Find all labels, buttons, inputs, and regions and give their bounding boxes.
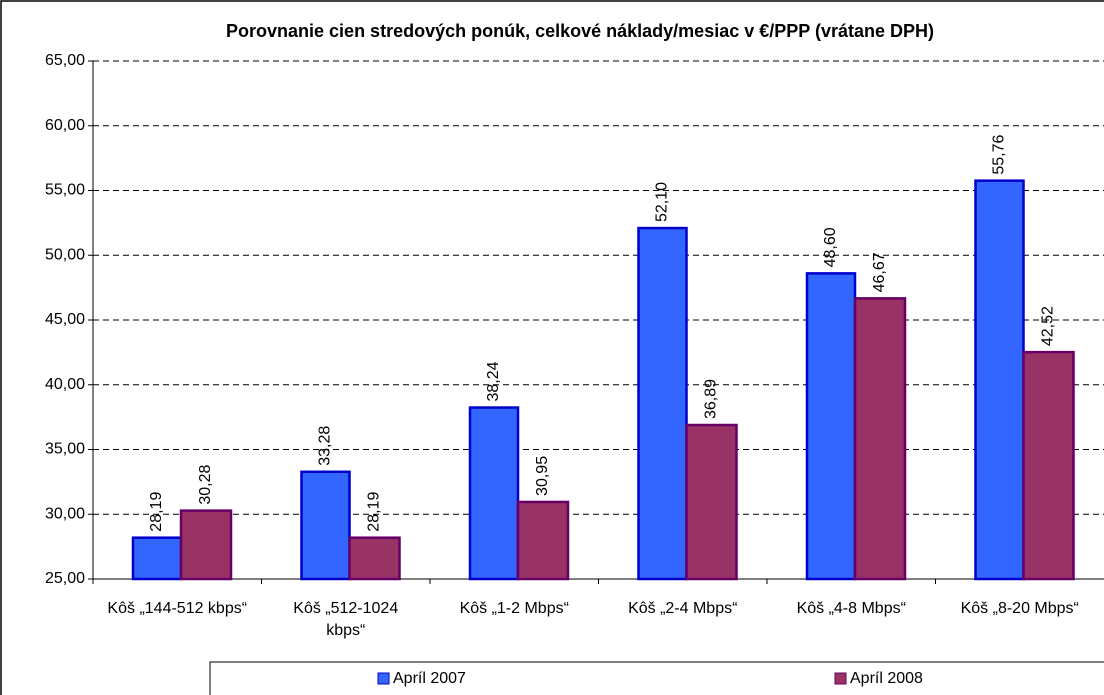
bar	[131, 536, 183, 581]
bar	[348, 536, 401, 581]
bar	[300, 470, 351, 581]
x-tick-label: Kôš „8-20 Mbps“	[960, 600, 1079, 617]
y-tick-label: 35,00	[45, 441, 85, 458]
y-tick-label: 60,00	[45, 117, 85, 134]
value-label: 38,24	[485, 361, 502, 401]
bar	[468, 406, 520, 581]
y-tick-label: 55,00	[45, 182, 85, 199]
bar	[1022, 350, 1075, 581]
legend-box	[209, 661, 1104, 695]
y-tick-label: 30,00	[45, 505, 85, 522]
y-tick-label: 40,00	[45, 376, 85, 393]
value-label: 55,76	[991, 135, 1008, 175]
x-tick-label: Kôš „1-2 Mbps“	[459, 600, 569, 617]
value-label: 28,19	[148, 492, 165, 532]
y-tick-label: 25,00	[45, 570, 85, 587]
x-tick-label: Kôš „2-4 Mbps“	[628, 600, 738, 617]
value-label: 30,95	[534, 456, 551, 496]
bar	[179, 509, 233, 581]
value-label: 36,89	[703, 379, 720, 419]
y-tick-label: 50,00	[45, 246, 85, 263]
bar	[853, 297, 907, 581]
y-tick-label: 65,00	[45, 52, 85, 69]
value-label: 48,60	[822, 227, 839, 267]
value-label: 46,67	[871, 252, 888, 292]
bar	[685, 423, 738, 581]
x-tick-label: Kôš „512-1024 kbps“	[293, 600, 399, 639]
legend-swatch	[834, 672, 847, 685]
bar	[805, 272, 857, 581]
bar	[637, 226, 688, 581]
x-tick-label: Kôš „144-512 kbps“	[107, 600, 248, 617]
value-label: 52,10	[654, 182, 671, 222]
y-tick-label: 45,00	[45, 311, 85, 328]
value-label: 28,19	[366, 492, 383, 532]
value-label: 42,52	[1040, 306, 1057, 346]
value-label: 33,28	[317, 426, 334, 466]
x-tick-label: Kôš „4-8 Mbps“	[796, 600, 906, 617]
legend-label: Apríl 2008	[850, 670, 923, 687]
legend-swatch	[377, 672, 390, 685]
value-label: 30,28	[197, 464, 214, 504]
chart-title: Porovnanie cien stredových ponúk, celkov…	[226, 21, 934, 41]
bar	[974, 179, 1025, 581]
legend-label: Apríl 2007	[393, 670, 466, 687]
bar	[516, 500, 570, 581]
